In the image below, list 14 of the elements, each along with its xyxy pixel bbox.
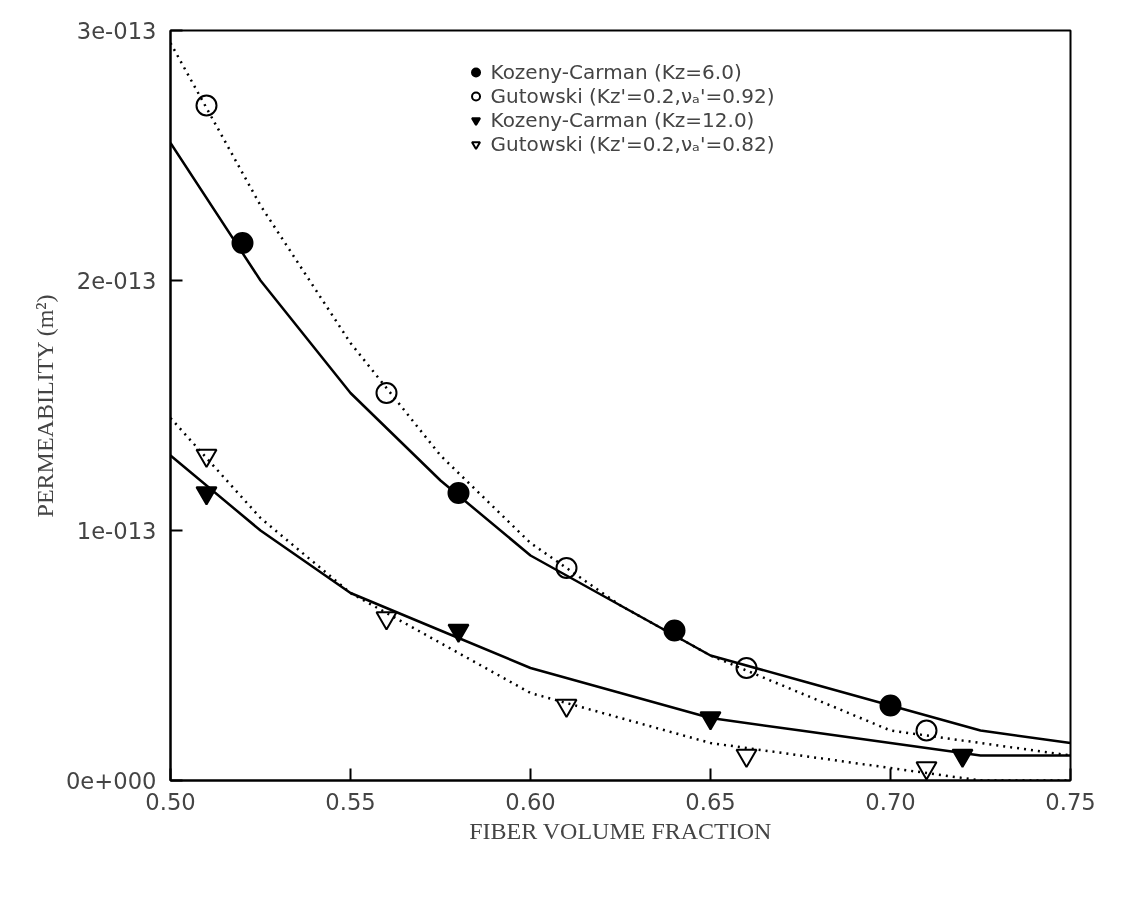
y-tick-label: 3e-013: [76, 18, 157, 44]
y-tick-label: 1e-013: [76, 518, 157, 544]
x-tick-label: 0.75: [1045, 788, 1096, 815]
legend-label: Gutowski (Kz'=0.2,νₐ'=0.82): [490, 132, 775, 156]
x-tick-label: 0.65: [685, 788, 736, 815]
legend-label: Kozeny-Carman (Kz=12.0): [490, 108, 755, 132]
y-tick-label: 2e-013: [76, 268, 157, 294]
legend-label: Kozeny-Carman (Kz=6.0): [490, 60, 742, 84]
y-axis-title: PERMEABILITY (m²): [31, 294, 58, 518]
x-tick-label: 0.60: [505, 788, 556, 815]
x-tick-label: 0.55: [325, 788, 376, 815]
x-axis-title: FIBER VOLUME FRACTION: [469, 817, 772, 844]
legend-label: Gutowski (Kz'=0.2,νₐ'=0.92): [490, 84, 775, 108]
x-tick-label: 0.70: [865, 788, 916, 815]
